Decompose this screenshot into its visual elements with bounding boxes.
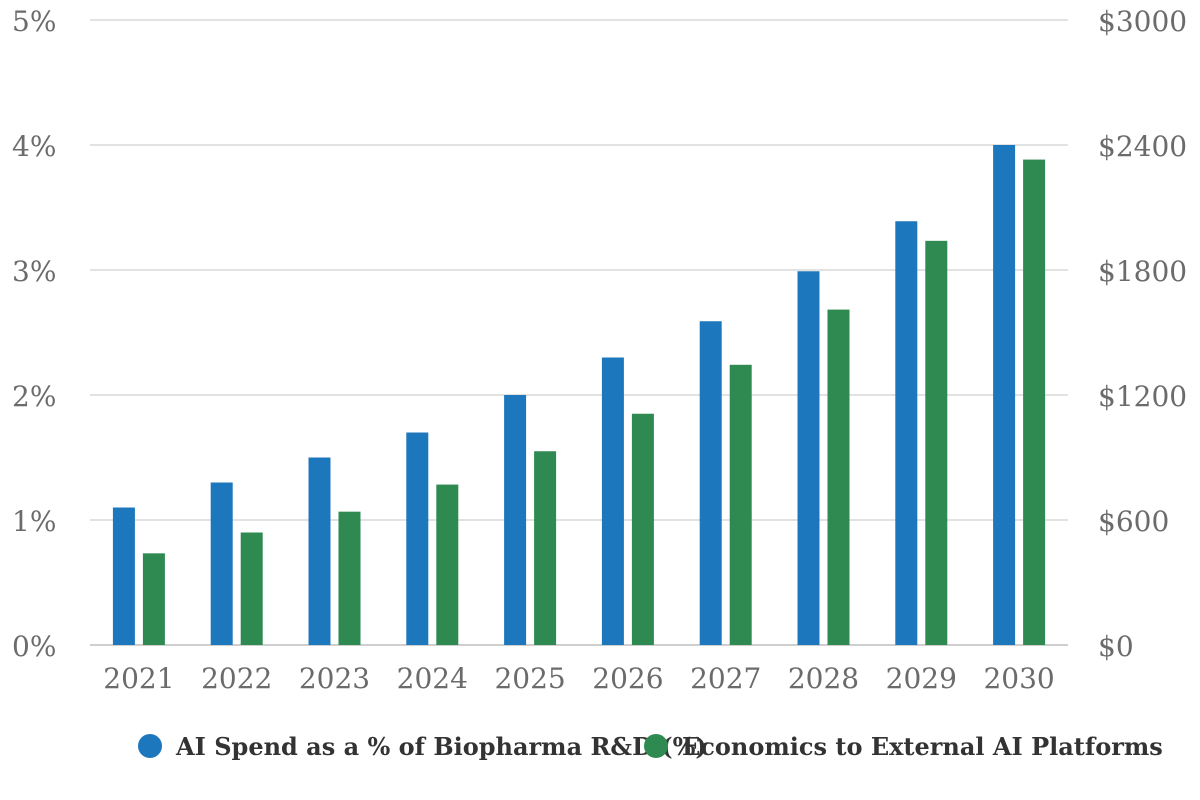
x-tick-label: 2023 [299,662,370,695]
right-tick-label: $2400 [1098,130,1187,163]
legend-swatch-external-ai [644,734,668,758]
right-tick-label: $3000 [1098,5,1187,38]
x-axis-ticks: 2021 2022 2023 2024 2025 2026 2027 2028 2029 2030 [103,662,1054,695]
right-axis-ticks: $0 $600 $1200 $1800 $2400 $3000 [1098,5,1187,663]
bar-ai-spend [308,457,331,645]
bar-ai-spend [406,432,429,645]
bar-external-ai [631,413,654,645]
bar-ai-spend [504,395,527,645]
right-tick-label: $1200 [1098,380,1187,413]
bar-ai-spend [797,271,820,645]
legend-label-ai-spend: AI Spend as a % of Biopharma R&D (%) [176,731,707,761]
left-tick-label: 4% [12,130,56,163]
gridlines [90,19,1068,646]
left-tick-label: 0% [12,630,56,663]
bar-ai-spend [210,482,233,645]
bar-external-ai [240,532,263,645]
bar-ai-spend [699,321,722,645]
bar-external-ai [925,240,948,646]
x-tick-label: 2025 [494,662,565,695]
x-tick-label: 2026 [592,662,663,695]
bar-external-ai [142,553,165,645]
bars [112,145,1046,646]
right-tick-label: $1800 [1098,255,1187,288]
legend: AI Spend as a % of Biopharma R&D (%) Eco… [0,726,1200,766]
bar-external-ai [436,484,459,645]
x-tick-label: 2027 [690,662,761,695]
x-tick-label: 2029 [886,662,957,695]
legend-label-external-ai: Economics to External AI Platforms [682,731,1163,761]
bar-external-ai [827,309,850,645]
legend-item-external-ai[interactable]: Economics to External AI Platforms [644,726,1163,766]
bar-ai-spend [993,145,1016,645]
x-tick-label: 2022 [201,662,272,695]
right-tick-label: $0 [1098,630,1134,663]
bar-external-ai [534,451,557,645]
left-axis-ticks: 0% 1% 2% 3% 4% 5% [12,5,56,663]
right-tick-label: $600 [1098,505,1169,538]
bar-ai-spend [895,221,918,645]
left-tick-label: 2% [12,380,56,413]
x-tick-label: 2030 [983,662,1054,695]
bar-ai-spend [112,507,135,645]
x-tick-label: 2028 [788,662,859,695]
left-tick-label: 1% [12,505,56,538]
chart-canvas: 0%1%2%3%4%5% $0$600$1200$1800$2400$3000 … [12,5,1187,695]
bar-ai-spend [601,357,624,645]
bar-external-ai [1023,159,1046,646]
x-tick-label: 2024 [397,662,468,695]
bar-external-ai [338,511,361,645]
bar-external-ai [729,364,752,645]
x-tick-label: 2021 [103,662,174,695]
left-tick-label: 3% [12,255,56,288]
legend-item-ai-spend[interactable]: AI Spend as a % of Biopharma R&D (%) [138,726,707,766]
left-tick-label: 5% [12,5,56,38]
legend-swatch-ai-spend [138,734,162,758]
